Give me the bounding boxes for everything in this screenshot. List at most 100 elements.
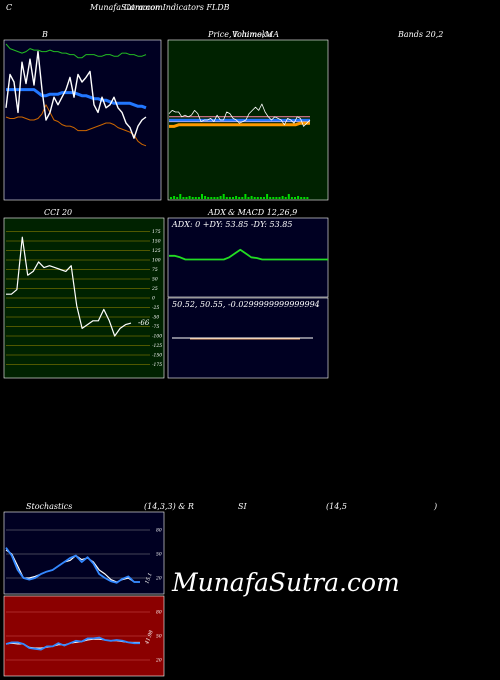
rsi-tick-label: 80: [156, 610, 162, 616]
volume-bar: [210, 197, 213, 199]
volume-bar: [219, 196, 222, 199]
volume-bar: [191, 197, 194, 199]
rsi-params: (14,5: [326, 502, 347, 511]
volume-bar: [222, 194, 225, 199]
price-series-1: [168, 103, 311, 127]
volume-bar: [232, 197, 234, 199]
header-title: Common Indicators FLDB: [124, 3, 230, 12]
cci-tick-label: 75: [152, 267, 158, 273]
price-title-volume: Volume,: [232, 30, 265, 39]
cci-tick-label: 0: [152, 296, 155, 302]
macd-readout: 50.52, 50.55, -0.0299999999999994: [172, 300, 320, 309]
volume-bar: [303, 197, 306, 199]
cci-tick-label: 125: [152, 248, 161, 254]
volume-bar: [228, 197, 231, 199]
rsi-grid: 80 50 20: [6, 610, 162, 664]
volume-bar: [250, 196, 253, 199]
volume-bar: [197, 197, 200, 199]
cci-tick-label: -175: [152, 362, 162, 368]
cci-tick-label: -125: [152, 343, 162, 349]
volume-bar: [235, 196, 238, 199]
volume-bar: [238, 197, 241, 199]
volume-bar: [281, 196, 284, 199]
volume-bar: [201, 194, 203, 199]
cci-grid: 175 150 125 100 75 50 25 0 -25 -50 -75 -100 -125 -150…: [6, 229, 162, 368]
stoch-panel: [3, 511, 165, 595]
cci-title: CCI 20: [44, 208, 73, 217]
volume-bar: [297, 196, 300, 199]
rsi-last-label: 41.98: [144, 630, 155, 646]
volume-bar: [266, 194, 269, 199]
volume-bar: [182, 197, 185, 199]
adx-readout: ADX: 0 +DY: 53.85 -DY: 53.85: [172, 220, 293, 229]
volume-bar: [290, 197, 293, 199]
stoch-params: (14,3,3) & R: [144, 502, 194, 511]
bollinger-lines: [5, 43, 147, 147]
volume-bar: [204, 196, 207, 199]
rsi-params-close: ): [434, 502, 438, 511]
volume-bar: [170, 197, 172, 199]
stoch-tick-label: 50: [156, 552, 162, 558]
volume-bar: [241, 197, 244, 199]
price-title-ma: MA: [265, 30, 279, 39]
volume-bar: [287, 194, 290, 199]
cci-tick-label: 150: [152, 239, 161, 245]
adx-line: [169, 248, 328, 261]
rsi-series: [5, 636, 140, 651]
volume-bar: [179, 194, 182, 199]
cci-tick-label: -150: [152, 353, 162, 359]
bollinger-series-3: [5, 104, 147, 147]
adx-panel: [167, 217, 329, 298]
cci-last-label: -66: [138, 319, 150, 327]
volume-bar: [284, 197, 287, 199]
volume-bars: [170, 194, 309, 199]
volume-bar: [188, 196, 191, 199]
cci-tick-label: 175: [152, 229, 161, 235]
volume-bar: [173, 196, 176, 199]
price-title: Price,: [208, 30, 232, 39]
volume-bar: [269, 197, 272, 199]
volume-bar: [207, 197, 210, 199]
volume-bar: [259, 197, 262, 199]
bollinger-title: B: [42, 30, 48, 39]
volume-bar: [278, 197, 281, 199]
header-site: MunafaSutra.com: [90, 3, 163, 12]
rsi-tick-label: 20: [155, 658, 162, 664]
stoch-title: Stochastics: [26, 502, 73, 511]
cci-tick-label: 100: [152, 258, 161, 264]
volume-bar: [213, 197, 216, 199]
cci-tick-label: -100: [152, 334, 162, 340]
volume-bar: [247, 197, 250, 199]
cci-tick-label: -25: [152, 305, 159, 311]
adx-series: [169, 248, 328, 261]
stoch-last-label: 15.1: [144, 572, 153, 585]
watermark: MunafaSutra.com: [172, 568, 400, 597]
rsi-title: SI: [238, 502, 247, 511]
cci-tick-label: 25: [151, 286, 158, 292]
volume-bar: [256, 197, 259, 199]
price-lines: [168, 103, 311, 128]
header-left: C: [6, 3, 13, 12]
stoch-series-d: [5, 547, 140, 584]
stoch-lines: 15.1: [5, 547, 154, 585]
cci-line: -66: [6, 236, 150, 337]
volume-bar: [185, 197, 188, 199]
price-series-5: [169, 121, 310, 128]
volume-bar: [176, 197, 179, 199]
cci-tick-label: -50: [152, 315, 159, 321]
volume-bar: [253, 197, 256, 199]
cci-series: [6, 236, 132, 337]
bollinger-series-4: [5, 50, 147, 139]
cci-tick-label: -75: [152, 324, 159, 330]
volume-bar: [300, 197, 303, 199]
macd-title: & MACD 12,26,9: [228, 208, 298, 217]
bollinger-series-1: [5, 43, 147, 59]
price-title-ichimoku: Ichimoku: [234, 30, 272, 39]
volume-bar: [244, 194, 247, 199]
volume-bar: [216, 197, 219, 199]
bollinger-series-2: [6, 88, 147, 110]
stoch-tick-label: 80: [156, 528, 162, 534]
volume-bar: [306, 197, 309, 199]
rsi-lines: 41.98: [5, 630, 155, 651]
